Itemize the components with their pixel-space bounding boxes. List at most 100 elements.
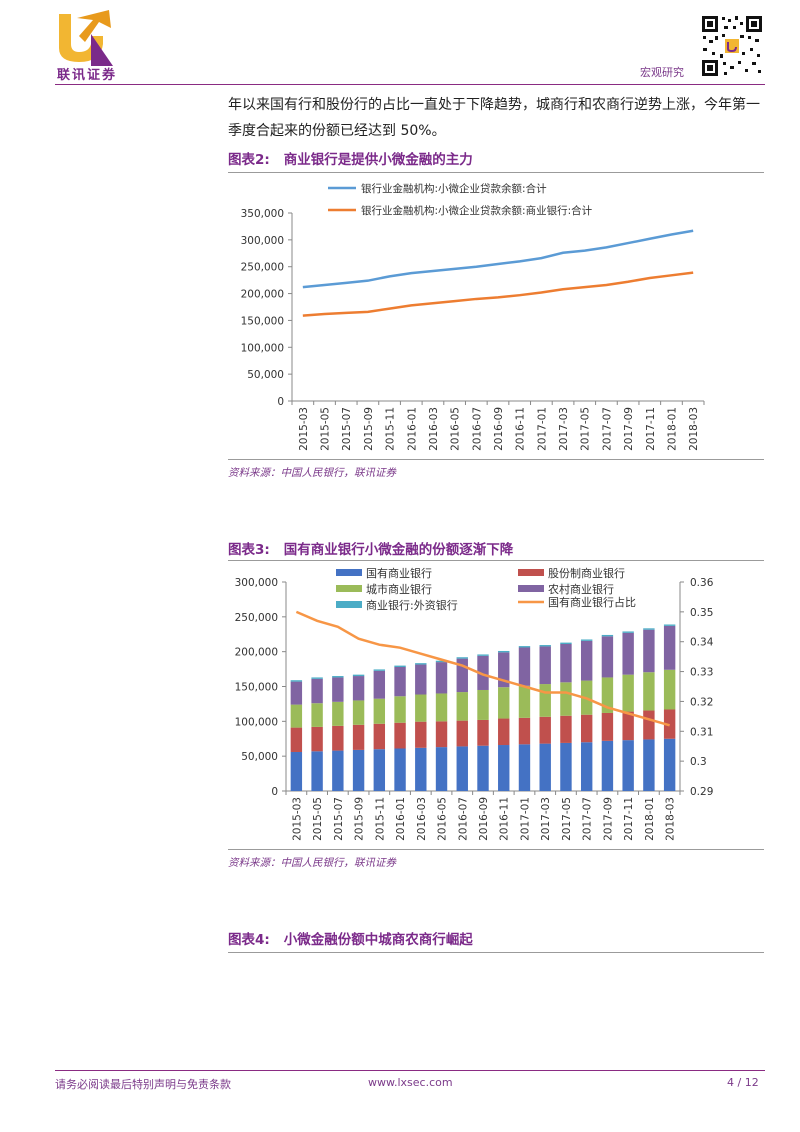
y2-tick-label: 0.29 bbox=[690, 786, 713, 798]
bar-segment-series-4 bbox=[373, 670, 386, 699]
x-tick-label: 2017-09 bbox=[623, 407, 635, 451]
y-tick-label: 100,000 bbox=[241, 342, 284, 354]
figure3-title: 图表3: 国有商业银行小微金融的份额逐渐下降 bbox=[228, 538, 513, 558]
bar-segment-series-5 bbox=[539, 645, 551, 647]
y-tick-label: 0 bbox=[271, 786, 278, 798]
legend-label-4: 农村商业银行 bbox=[548, 582, 614, 596]
bar-segment-series-3 bbox=[311, 703, 323, 727]
y2-tick-label: 0.35 bbox=[690, 607, 713, 619]
figure2-number: 图表2: bbox=[228, 152, 270, 168]
x-tick-label: 2015-05 bbox=[320, 407, 332, 451]
bar-segment-series-2 bbox=[373, 723, 386, 750]
bar-segment-series-5 bbox=[394, 665, 406, 667]
x-tick-label: 2017-01 bbox=[519, 797, 531, 841]
share-line bbox=[295, 610, 670, 727]
bar-segment-series-4 bbox=[477, 655, 489, 690]
series-line-2 bbox=[302, 271, 694, 317]
bar-segment-series-3 bbox=[456, 692, 468, 721]
legend-swatch-3 bbox=[336, 585, 362, 592]
bar-segment-series-3 bbox=[435, 693, 448, 722]
bar-segment-series-1 bbox=[373, 749, 386, 791]
bar-segment-series-2 bbox=[643, 710, 655, 740]
figure3-source: 资料来源：中国人民银行，联讯证券 bbox=[228, 857, 396, 869]
figure2-title-text: 商业银行是提供小微金融的主力 bbox=[283, 152, 473, 168]
bar-segment-series-1 bbox=[622, 740, 634, 791]
bar-segment-series-3 bbox=[663, 669, 676, 710]
bar-segment-series-5 bbox=[518, 646, 531, 648]
bar-segment-series-5 bbox=[601, 634, 614, 637]
bar-segment-series-4 bbox=[601, 636, 614, 678]
bar-segment-series-1 bbox=[580, 742, 593, 791]
x-tick-label: 2016-11 bbox=[499, 797, 511, 841]
bar-segment-series-2 bbox=[601, 712, 614, 741]
bar-segment-series-5 bbox=[560, 642, 572, 645]
bar-segment-series-4 bbox=[580, 640, 593, 681]
chart-2: 0 50,000 100,000 150,000 200,000 250,000 300,0… bbox=[235, 566, 714, 841]
bar-segment-series-1 bbox=[663, 738, 676, 791]
y-tick-label: 0 bbox=[277, 396, 284, 408]
bar-segment-series-5 bbox=[643, 628, 655, 630]
bar-segment-series-2 bbox=[435, 721, 448, 748]
figure3-title-text: 国有商业银行小微金融的份额逐渐下降 bbox=[283, 542, 514, 558]
y2-tick-label: 0.32 bbox=[690, 696, 713, 708]
bar-segment-series-1 bbox=[394, 748, 406, 791]
figure3-rule-top bbox=[228, 560, 764, 561]
y-tick-label: 300,000 bbox=[235, 577, 278, 589]
bar-segment-series-5 bbox=[435, 660, 448, 663]
x-tick-label: 2016-01 bbox=[395, 797, 407, 841]
y2-tick-label: 0.3 bbox=[690, 756, 707, 768]
x-tick-label: 2017-07 bbox=[601, 407, 613, 451]
bar-segment-series-1 bbox=[290, 751, 303, 791]
figure2-source: 资料来源：中国人民银行，联讯证券 bbox=[228, 467, 396, 479]
x-tick-label: 2016-07 bbox=[471, 407, 483, 451]
x-tick-label: 2016-01 bbox=[406, 407, 418, 451]
legend-swatch-5 bbox=[336, 601, 362, 608]
legend-label-5: 商业银行:外资银行 bbox=[366, 598, 458, 612]
y-tick-label: 150,000 bbox=[235, 682, 278, 694]
body-paragraph: 年以来国有行和股份行的占比一直处于下降趋势，城商行和农商行逆势上涨，今年第一季度… bbox=[228, 97, 760, 139]
y-tick-label: 50,000 bbox=[241, 751, 278, 763]
x-tick-label: 2017-01 bbox=[536, 407, 548, 451]
x-tick-label: 2015-09 bbox=[363, 407, 375, 451]
footer-disclaimer: 请务必阅读最后特别声明与免责条款 bbox=[55, 1078, 231, 1091]
bar-segment-series-2 bbox=[539, 716, 551, 744]
bar-segment-series-5 bbox=[663, 624, 676, 626]
legend-swatch-2 bbox=[518, 569, 544, 576]
bar-segment-series-3 bbox=[332, 701, 344, 726]
x-tick-label: 2016-03 bbox=[416, 797, 428, 841]
bar-segment-series-2 bbox=[622, 711, 634, 741]
bar-segment-series-3 bbox=[394, 696, 406, 723]
footer-website[interactable]: www.lxsec.com bbox=[368, 1076, 453, 1089]
bar-segment-series-3 bbox=[622, 674, 634, 712]
bar-segment-series-4 bbox=[435, 662, 448, 694]
bar-segment-series-3 bbox=[560, 682, 572, 716]
bar-segment-series-5 bbox=[456, 657, 468, 659]
figure4-title: 图表4: 小微金融份额中城商农商行崛起 bbox=[228, 928, 473, 948]
bar-segment-series-4 bbox=[415, 664, 427, 695]
bar-segment-series-4 bbox=[394, 666, 406, 697]
bar-segment-series-4 bbox=[622, 632, 634, 675]
x-tick-label: 2018-03 bbox=[688, 407, 700, 451]
figure2-title: 图表2: 商业银行是提供小微金融的主力 bbox=[228, 148, 473, 168]
bar-segment-series-4 bbox=[456, 658, 468, 693]
legend-label-2: 股份制商业银行 bbox=[548, 566, 625, 580]
figure3-number: 图表3: bbox=[228, 542, 270, 558]
x-tick-label: 2015-05 bbox=[312, 797, 324, 841]
y-tick-label: 150,000 bbox=[241, 315, 284, 327]
y-tick-label: 50,000 bbox=[247, 369, 284, 381]
x-tick-label: 2015-09 bbox=[354, 797, 366, 841]
x-tick-label: 2017-09 bbox=[602, 797, 614, 841]
bar-segment-series-3 bbox=[601, 677, 614, 713]
bar-segment-series-1 bbox=[518, 744, 531, 791]
bar-segment-series-1 bbox=[456, 746, 468, 791]
x-tick-label: 2015-07 bbox=[333, 797, 345, 841]
legend-label-2: 银行业金融机构:小微企业贷款余额:商业银行:合计 bbox=[361, 204, 593, 217]
bar-segment-series-5 bbox=[580, 639, 593, 641]
bar-segment-series-4 bbox=[290, 681, 303, 705]
bar-segment-series-4 bbox=[663, 625, 676, 670]
bar-segment-series-3 bbox=[373, 698, 386, 724]
bar-segment-series-1 bbox=[560, 742, 572, 791]
y-tick-label: 200,000 bbox=[241, 289, 284, 301]
company-logo bbox=[59, 10, 113, 66]
bar-segment-series-1 bbox=[643, 739, 655, 791]
